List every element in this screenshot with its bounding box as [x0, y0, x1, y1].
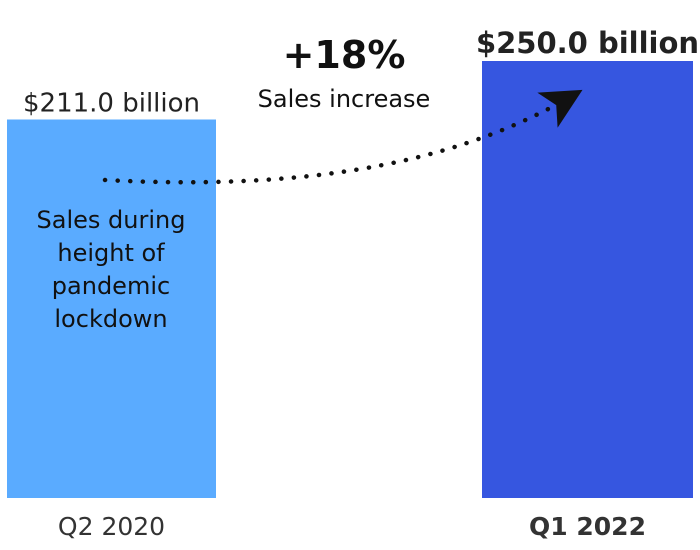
bar-annotation-line: lockdown [54, 305, 167, 333]
value-label-0: $211.0 billion [23, 89, 200, 119]
growth-arrow [102, 89, 583, 185]
bar-q1-2022 [482, 61, 693, 498]
bar-annotation-line: Sales during [37, 206, 186, 234]
value-label-1: $250.0 billion [476, 26, 699, 60]
change-percentage: +18% [283, 33, 406, 77]
bar-annotation-line: height of [57, 239, 165, 267]
category-label-1: Q1 2022 [529, 512, 646, 541]
bar-annotation-line: pandemic [52, 272, 170, 300]
category-label-0: Q2 2020 [58, 512, 165, 541]
bar-annotation: Sales during height of pandemic lockdown [37, 206, 186, 333]
change-label: Sales increase [258, 85, 431, 113]
